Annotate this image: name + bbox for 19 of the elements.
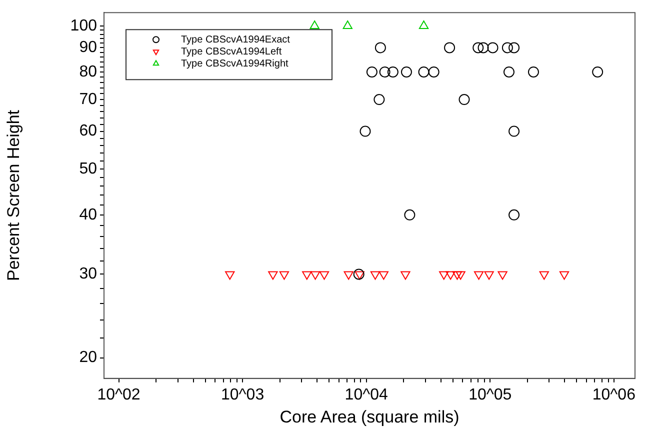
y-tick-label: 50 (79, 160, 98, 178)
legend-label: Type CBScvA1994Left (181, 46, 282, 58)
y-tick-label: 80 (79, 63, 98, 80)
x-tick-label: 10^05 (468, 386, 512, 404)
x-tick-label: 10^06 (592, 386, 636, 404)
x-tick-label: 10^02 (97, 386, 140, 404)
legend-label: Type CBScvA1994Right (181, 58, 288, 70)
legend-label: Type CBScvA1994Exact (181, 34, 290, 46)
y-tick-label: 70 (79, 90, 98, 108)
y-tick-label: 20 (79, 349, 98, 366)
y-tick-label: 40 (79, 206, 98, 224)
y-tick-label: 90 (79, 39, 98, 56)
y-tick-label: 100 (70, 17, 98, 34)
y-axis-title: Percent Screen Height (4, 110, 23, 282)
y-tick-label: 30 (79, 266, 98, 283)
y-tick-label: 60 (79, 122, 98, 140)
x-tick-label: 10^04 (344, 386, 388, 404)
x-tick-label: 10^03 (220, 386, 264, 404)
x-axis-title: Core Area (square mils) (280, 407, 460, 426)
